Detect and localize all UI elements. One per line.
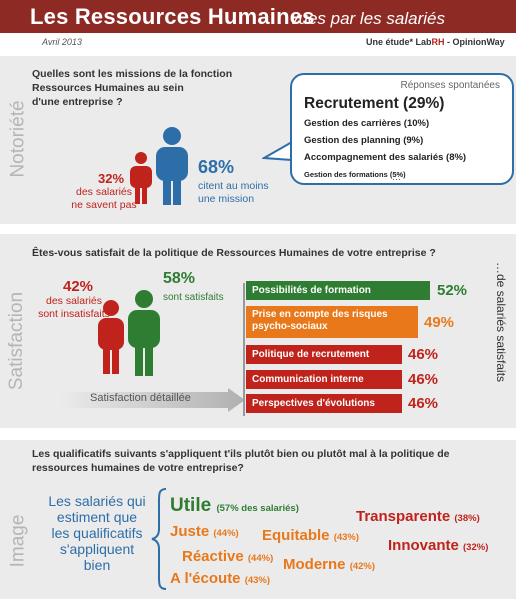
notoriete-question: Quelles sont les missions de la fonction… <box>32 67 232 109</box>
page-subtitle: vues par les salariés <box>290 9 445 28</box>
word-innovante: Innovante (32%) <box>388 537 488 554</box>
brace-line: les qualificatifs <box>51 525 143 541</box>
word-transparente: Transparente (38%) <box>356 508 480 525</box>
bubble-item: Gestion des planning (9%) <box>304 135 424 146</box>
word-transparente-pct: (38%) <box>454 513 480 524</box>
word-equitable-pct: (43%) <box>333 532 360 543</box>
notoriete-yes-line: citent au moins <box>198 180 269 192</box>
word-utile-label: Utile <box>170 495 212 516</box>
bar-communication: Communication interne <box>246 370 402 389</box>
word-equitable-label: Equitable <box>262 527 330 544</box>
red-person-icon <box>130 152 152 204</box>
pct-communication: 46% <box>408 371 439 388</box>
word-reactive: Réactive (44%) <box>182 548 273 565</box>
pct-formation: 52% <box>437 282 468 299</box>
bar-recrutement: Politique de recrutement <box>246 345 402 364</box>
bar-risques-line: psycho-sociaux <box>252 321 328 332</box>
satisfaction-no-line: sont insatisfaits <box>38 308 110 320</box>
notoriete-question-line: Ressources Humaines au sein <box>32 82 184 94</box>
spontaneous-answers-bubble: Réponses spontanées Recrutement (29%) Ge… <box>290 73 514 185</box>
satisfied-employees-note: …de salariés satisfaits <box>494 262 508 383</box>
satisfaction-no-pct: 42% <box>63 278 94 295</box>
brace-line: bien <box>83 557 111 573</box>
word-reactive-pct: (44%) <box>247 553 274 564</box>
green-person-icon <box>128 290 160 376</box>
word-ecoute: A l'écoute (43%) <box>170 570 270 587</box>
study-prefix: Une étude* Lab <box>366 37 432 47</box>
brace-line: estiment que <box>56 509 138 525</box>
bar-formation: Possibilités de formation <box>246 281 430 300</box>
notoriete-yes-line: une mission <box>198 193 255 205</box>
dateline: Avril 2013 Une étude* LabRH - OpinionWay <box>0 33 516 53</box>
notoriete-no-text: des salariés ne savent pas <box>58 186 150 212</box>
bubble-item-small: Gestion des formations (5%) <box>304 170 406 179</box>
word-transparente-label: Transparente <box>356 508 451 525</box>
bar-risques: Prise en compte des risques psycho-socia… <box>246 306 418 338</box>
study-rh: RH <box>431 37 445 47</box>
study-credit: Une étude* LabRH - OpinionWay <box>366 37 505 47</box>
word-innovante-label: Innovante <box>388 537 459 554</box>
word-equitable: Equitable (43%) <box>262 527 359 544</box>
satisfaction-side-label: Satisfaction <box>6 291 28 391</box>
brace-description: Les salariés qui estiment que les qualif… <box>38 493 156 573</box>
bar-evolutions: Perspectives d'évolutions <box>246 394 402 413</box>
pct-risques: 49% <box>424 314 455 331</box>
bubble-title: Réponses spontanées <box>400 80 500 91</box>
satisfaction-no-text: des salariés sont insatisfaits <box>28 295 120 321</box>
satisfaction-detail-label: Satisfaction détaillée <box>90 392 191 404</box>
notoriete-question-line: d'une entreprise ? <box>32 96 123 108</box>
image-question-line: ressources humaines de votre entreprise? <box>32 462 244 474</box>
bubble-ellipsis: … <box>392 172 401 182</box>
word-utile: Utile (57% des salariés) <box>170 495 299 517</box>
study-suffix: - OpinionWay <box>444 37 505 47</box>
notoriete-no-line: ne savent pas <box>71 199 137 211</box>
header-banner: Les Ressources Humaines vues par les sal… <box>0 0 516 33</box>
notoriete-question-line: Quelles sont les missions de la fonction <box>32 68 233 80</box>
word-utile-pct: (57% des salariés) <box>216 503 299 514</box>
word-ecoute-pct: (43%) <box>244 575 271 586</box>
word-juste-label: Juste <box>170 523 210 540</box>
image-side-label: Image <box>7 514 29 568</box>
word-reactive-label: Réactive <box>182 548 244 565</box>
satisfaction-yes-text: sont satisfaits <box>163 292 224 303</box>
image-panel <box>0 440 516 599</box>
word-moderne-label: Moderne <box>283 556 346 573</box>
image-question-line: Les qualificatifs suivants s'appliquent … <box>32 448 450 460</box>
brace-line: s'appliquent <box>59 541 135 557</box>
satisfaction-no-line: des salariés <box>45 295 103 307</box>
blue-person-icon <box>156 127 188 205</box>
bubble-item: Accompagnement des salariés (8%) <box>304 152 467 163</box>
publication-date: Avril 2013 <box>42 37 82 47</box>
word-moderne-pct: (42%) <box>349 561 376 572</box>
word-juste: Juste (44%) <box>170 523 239 540</box>
notoriete-side-label: Notoriété <box>7 100 29 178</box>
word-moderne: Moderne (42%) <box>283 556 375 573</box>
notoriete-yes-text: citent au moins une mission <box>198 180 269 206</box>
satisfaction-question: Êtes-vous satisfait de la politique de R… <box>32 247 436 259</box>
page-title: Les Ressources Humaines <box>30 4 315 29</box>
notoriete-no-pct: 32% <box>98 171 125 186</box>
word-ecoute-label: A l'écoute <box>170 570 241 587</box>
word-juste-pct: (44%) <box>213 528 239 539</box>
bubble-lead-item: Recrutement (29%) <box>304 95 445 112</box>
red-person-icon <box>98 300 124 374</box>
bubble-item: Gestion des carrières (10%) <box>304 118 430 129</box>
brace-line: Les salariés qui <box>48 493 146 509</box>
satisfaction-yes-pct: 58% <box>163 270 196 287</box>
pct-evolutions: 46% <box>408 395 439 412</box>
image-question: Les qualificatifs suivants s'appliquent … <box>32 447 449 475</box>
pct-recrutement: 46% <box>408 346 439 363</box>
notoriete-no-line: des salariés <box>75 186 133 198</box>
bar-risques-line: Prise en compte des risques <box>252 309 388 320</box>
detail-arrow-icon <box>60 388 245 412</box>
curly-brace-icon <box>151 488 167 590</box>
bars-axis-line <box>243 283 245 416</box>
notoriete-yes-pct: 68% <box>198 157 235 177</box>
word-innovante-pct: (32%) <box>463 542 489 553</box>
